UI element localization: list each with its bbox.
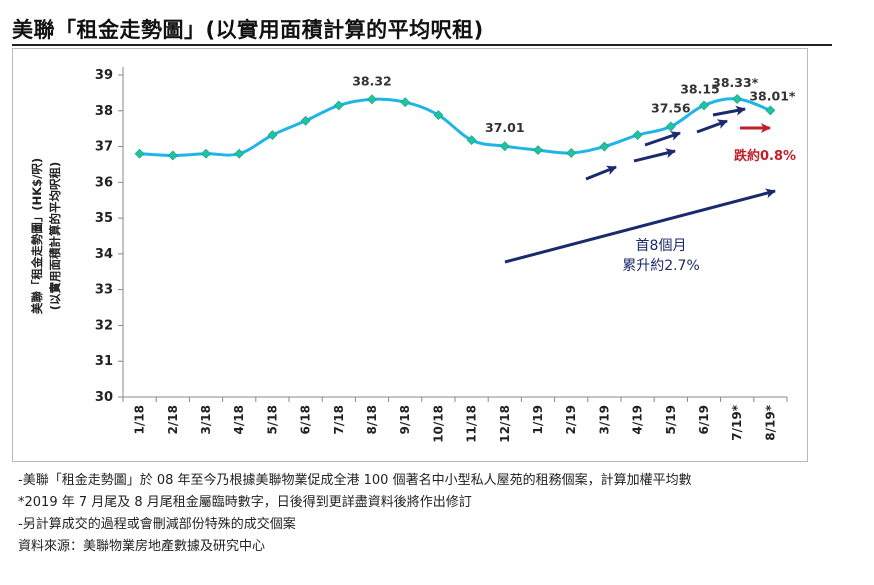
y-tick-label: 36 [95, 175, 113, 190]
data-point-marker [367, 94, 377, 105]
x-tick-label: 8/19* [763, 404, 777, 440]
x-tick-label: 8/18 [365, 405, 379, 434]
data-label: 37.56 [651, 101, 691, 116]
annotation-rise-line1: 首8個月 [636, 238, 687, 254]
axes-group: 30 31 32 33 34 35 36 37 38 39 1/18 2/18 3/18 4/18 5/18… [30, 67, 788, 443]
annotation-drop: 跌約0.8% [734, 148, 796, 164]
data-point-marker [400, 97, 411, 108]
data-point-marker [499, 141, 510, 152]
x-tick-label: 1/19 [531, 405, 545, 434]
data-point-marker [267, 130, 278, 141]
x-tick-label: 2/19 [564, 405, 578, 434]
x-tick-label: 9/18 [398, 405, 412, 434]
data-point-marker [167, 150, 178, 161]
footnote-1: -美聯「租金走勢圖」於 08 年至今乃根據美聯物業促成全港 100 個著名中小型… [18, 473, 692, 488]
x-tick-label: 1/18 [133, 405, 147, 434]
y-axis-title-line2: (以實用面積計算的平均呎租) [48, 162, 62, 311]
data-point-marker [699, 100, 709, 111]
data-label: 38.33* [712, 75, 759, 90]
annotation-rise-line2: 累升約2.7% [622, 258, 700, 274]
data-point-marker [201, 148, 211, 159]
trend-arrow-small [712, 105, 746, 117]
x-tick-label: 2/18 [166, 405, 180, 434]
x-tick-label: 3/19 [597, 405, 611, 434]
x-tick-label: 12/18 [498, 405, 512, 443]
y-tick-label: 33 [95, 283, 113, 298]
data-point-marker [300, 115, 311, 126]
data-point-marker [134, 148, 145, 159]
data-label: 38.32 [352, 73, 392, 88]
page-title: 美聯「租金走勢圖」(以實用面積計算的平均呎租) [12, 18, 484, 42]
footnote-2: *2019 年 7 月尾及 8 月尾租金屬臨時數字，日後得到更詳盡資料後將作出修… [18, 495, 472, 510]
x-tick-label: 11/18 [465, 405, 479, 443]
x-tick-label: 5/19 [664, 405, 678, 434]
data-label: 38.01* [749, 88, 796, 103]
chart-frame: 30 31 32 33 34 35 36 37 38 39 1/18 2/18 3/18 4/18 5/18… [12, 48, 808, 462]
y-tick-label: 34 [95, 247, 113, 262]
y-tick-label: 32 [95, 318, 113, 333]
trend-arrow-small [585, 165, 617, 181]
data-point-marker [234, 148, 245, 159]
x-tick-label: 7/18 [332, 405, 346, 434]
data-label: 38.15 [680, 81, 720, 96]
data-point-marker [665, 121, 676, 132]
y-tick-label: 37 [95, 140, 113, 155]
trend-arrow-overall [504, 188, 776, 264]
data-point-marker [632, 130, 643, 141]
trend-arrow-small [644, 131, 681, 147]
x-tick-label: 10/18 [431, 405, 445, 443]
data-point-marker [732, 94, 743, 104]
x-tick-label: 6/18 [299, 405, 313, 434]
y-tick-label: 30 [95, 390, 113, 405]
data-point-marker [333, 100, 344, 111]
data-label: 37.01 [485, 120, 525, 135]
x-tick-label: 4/19 [631, 405, 645, 434]
data-point-marker [566, 148, 577, 158]
title-underline [12, 44, 832, 46]
footnotes: -美聯「租金走勢圖」於 08 年至今乃根據美聯物業促成全港 100 個著名中小型… [18, 470, 692, 558]
rent-trend-chart: 30 31 32 33 34 35 36 37 38 39 1/18 2/18 3/18 4/18 5/18… [30, 67, 796, 443]
y-tick-label: 31 [95, 354, 113, 369]
x-tick-label: 3/18 [199, 405, 213, 434]
data-source: 資料來源：美聯物業房地產數據及研究中心 [18, 539, 266, 554]
x-tick-label: 7/19* [730, 404, 744, 440]
data-point-marker [765, 105, 776, 116]
trend-arrow-small [696, 119, 728, 134]
footnote-3: -另計算成交的過程或會刪減部份特殊的成交個案 [18, 517, 296, 532]
data-point-marker [433, 110, 444, 120]
data-point-marker [599, 141, 610, 152]
x-tick-label: 6/19 [697, 405, 711, 434]
data-point-marker [533, 145, 543, 156]
y-axis-title-line1: 美聯「租金走勢圖」(HK$/呎) [30, 158, 44, 314]
x-tick-label: 4/18 [232, 405, 246, 434]
x-tick-label: 5/18 [265, 405, 279, 434]
y-tick-label: 38 [95, 104, 113, 119]
y-tick-label: 35 [95, 211, 113, 226]
y-tick-label: 39 [95, 68, 113, 83]
trend-arrow-small [633, 148, 676, 163]
data-point-marker [466, 135, 477, 146]
